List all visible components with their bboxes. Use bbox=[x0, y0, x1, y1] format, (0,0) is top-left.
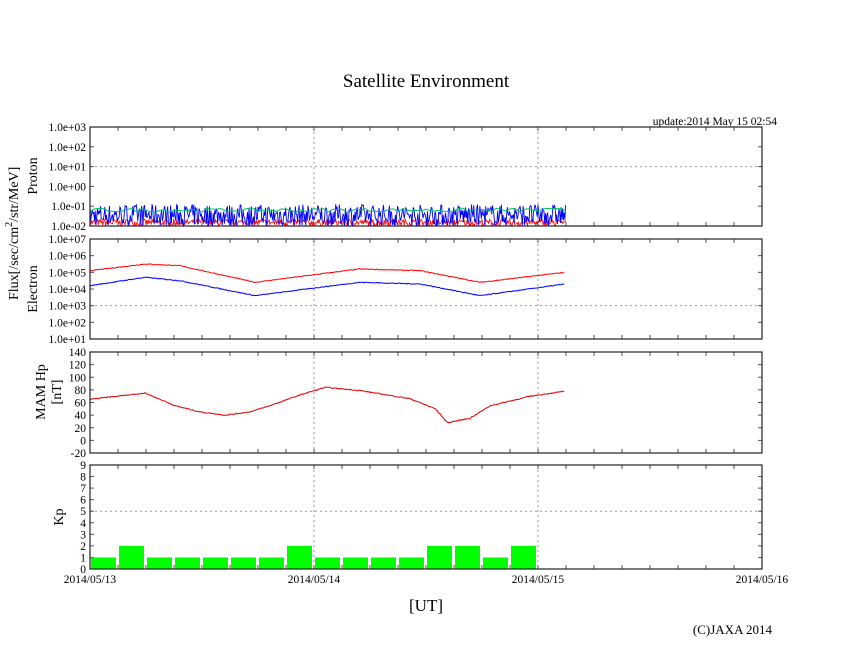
y-tick-label: 1.0e+00 bbox=[49, 181, 87, 193]
y-tick-label: 1.0e+02 bbox=[49, 317, 87, 329]
kp-bar bbox=[231, 557, 256, 569]
y-tick-label: 8 bbox=[80, 472, 86, 484]
y-tick-label: 140 bbox=[69, 347, 87, 359]
y-tick-label: 1.0e+05 bbox=[49, 267, 87, 279]
y-tick-label: 1.0e+07 bbox=[49, 234, 87, 246]
y-tick-label: 120 bbox=[69, 360, 87, 372]
kp-bar bbox=[203, 557, 228, 569]
panel-frame bbox=[89, 126, 763, 227]
y-tick-label: 1.0e+06 bbox=[49, 251, 87, 263]
kp-bar bbox=[119, 545, 144, 569]
y-tick-label: 80 bbox=[75, 385, 87, 397]
y-tick-label: 1.0e-02 bbox=[51, 221, 86, 233]
x-tick-label: 2014/05/16 bbox=[736, 574, 789, 586]
y-tick-label: 1.0e-01 bbox=[51, 201, 86, 213]
kp-bar bbox=[483, 557, 508, 569]
y-tick-label: 0 bbox=[80, 564, 86, 576]
x-tick-label: 2014/05/14 bbox=[288, 574, 341, 586]
y-tick-label: 1.0e+01 bbox=[49, 334, 87, 346]
kp-bar bbox=[91, 557, 116, 569]
y-tick-label: 3 bbox=[80, 529, 86, 541]
y-tick-label: 40 bbox=[75, 410, 87, 422]
kp-bar bbox=[343, 557, 368, 569]
y-tick-label: 6 bbox=[80, 495, 86, 507]
mam-hp-series-hp bbox=[89, 386, 565, 424]
electron-series-red bbox=[89, 263, 565, 284]
panel-frame bbox=[89, 238, 763, 340]
y-tick-label: 2 bbox=[80, 541, 86, 553]
proton-series-blue bbox=[89, 203, 567, 228]
mamhp-unit: [nT] bbox=[50, 380, 65, 405]
y-tick-label: 1.0e+01 bbox=[49, 162, 87, 174]
y-tick-label: 100 bbox=[69, 372, 87, 384]
kp-bar bbox=[399, 557, 424, 569]
electron-label: Electron bbox=[26, 265, 41, 312]
kp-bar bbox=[371, 557, 396, 569]
y-tick-label: 20 bbox=[75, 423, 87, 435]
kp-bar bbox=[147, 557, 172, 569]
mamhp-label: MAM Hp bbox=[34, 364, 49, 420]
y-tick-label: 4 bbox=[80, 518, 86, 530]
kp-bar bbox=[287, 545, 312, 569]
proton-series-green bbox=[89, 207, 567, 213]
proton-label: Proton bbox=[26, 157, 41, 194]
y-tick-label: 1.0e+03 bbox=[49, 122, 87, 134]
y-tick-label: 60 bbox=[75, 398, 87, 410]
panel-frame bbox=[89, 464, 763, 570]
y-tick-label: 0 bbox=[80, 435, 86, 447]
y-tick-label: -20 bbox=[71, 448, 87, 460]
panel-electron: 1.0e+07 1.0e+06 1.0e+05 1.0e+04 1.0e+03 1.0e+… bbox=[49, 234, 763, 346]
panel-proton: 1.0e+03 1.0e+02 1.0e+01 1.0e+00 1.0e-01 1.0e-… bbox=[49, 122, 763, 233]
y-tick-label: 1.0e+03 bbox=[49, 301, 87, 313]
copyright: (C)JAXA 2014 bbox=[693, 622, 773, 637]
kp-bar bbox=[175, 557, 200, 569]
kp-label: Kp bbox=[52, 508, 67, 525]
electron-series-blue bbox=[90, 276, 565, 297]
update-timestamp: update:2014 May 15 02:54 bbox=[653, 116, 777, 128]
y-tick-label: 7 bbox=[80, 483, 86, 495]
y-tick-label: 1.0e+04 bbox=[49, 284, 87, 296]
chart-title: Satellite Environment bbox=[343, 71, 510, 92]
kp-bar bbox=[511, 545, 536, 569]
proton-series-red bbox=[89, 217, 566, 228]
x-axis-label: [UT] bbox=[409, 596, 443, 615]
x-tick-label: 2014/05/13 bbox=[64, 574, 117, 586]
kp-bar bbox=[315, 557, 340, 569]
y-tick-label: 1 bbox=[80, 552, 86, 564]
flux-ylabel: Flux[/sec/cm2/str/MeV] bbox=[4, 167, 22, 300]
x-tick-label: 2014/05/15 bbox=[512, 574, 565, 586]
y-tick-label: 5 bbox=[80, 506, 86, 518]
panel-frame bbox=[89, 351, 763, 454]
kp-bar bbox=[259, 557, 284, 569]
kp-bar bbox=[455, 545, 480, 569]
kp-bar bbox=[427, 545, 452, 569]
y-tick-label: 1.0e+02 bbox=[49, 142, 87, 154]
y-tick-label: 9 bbox=[80, 460, 86, 472]
